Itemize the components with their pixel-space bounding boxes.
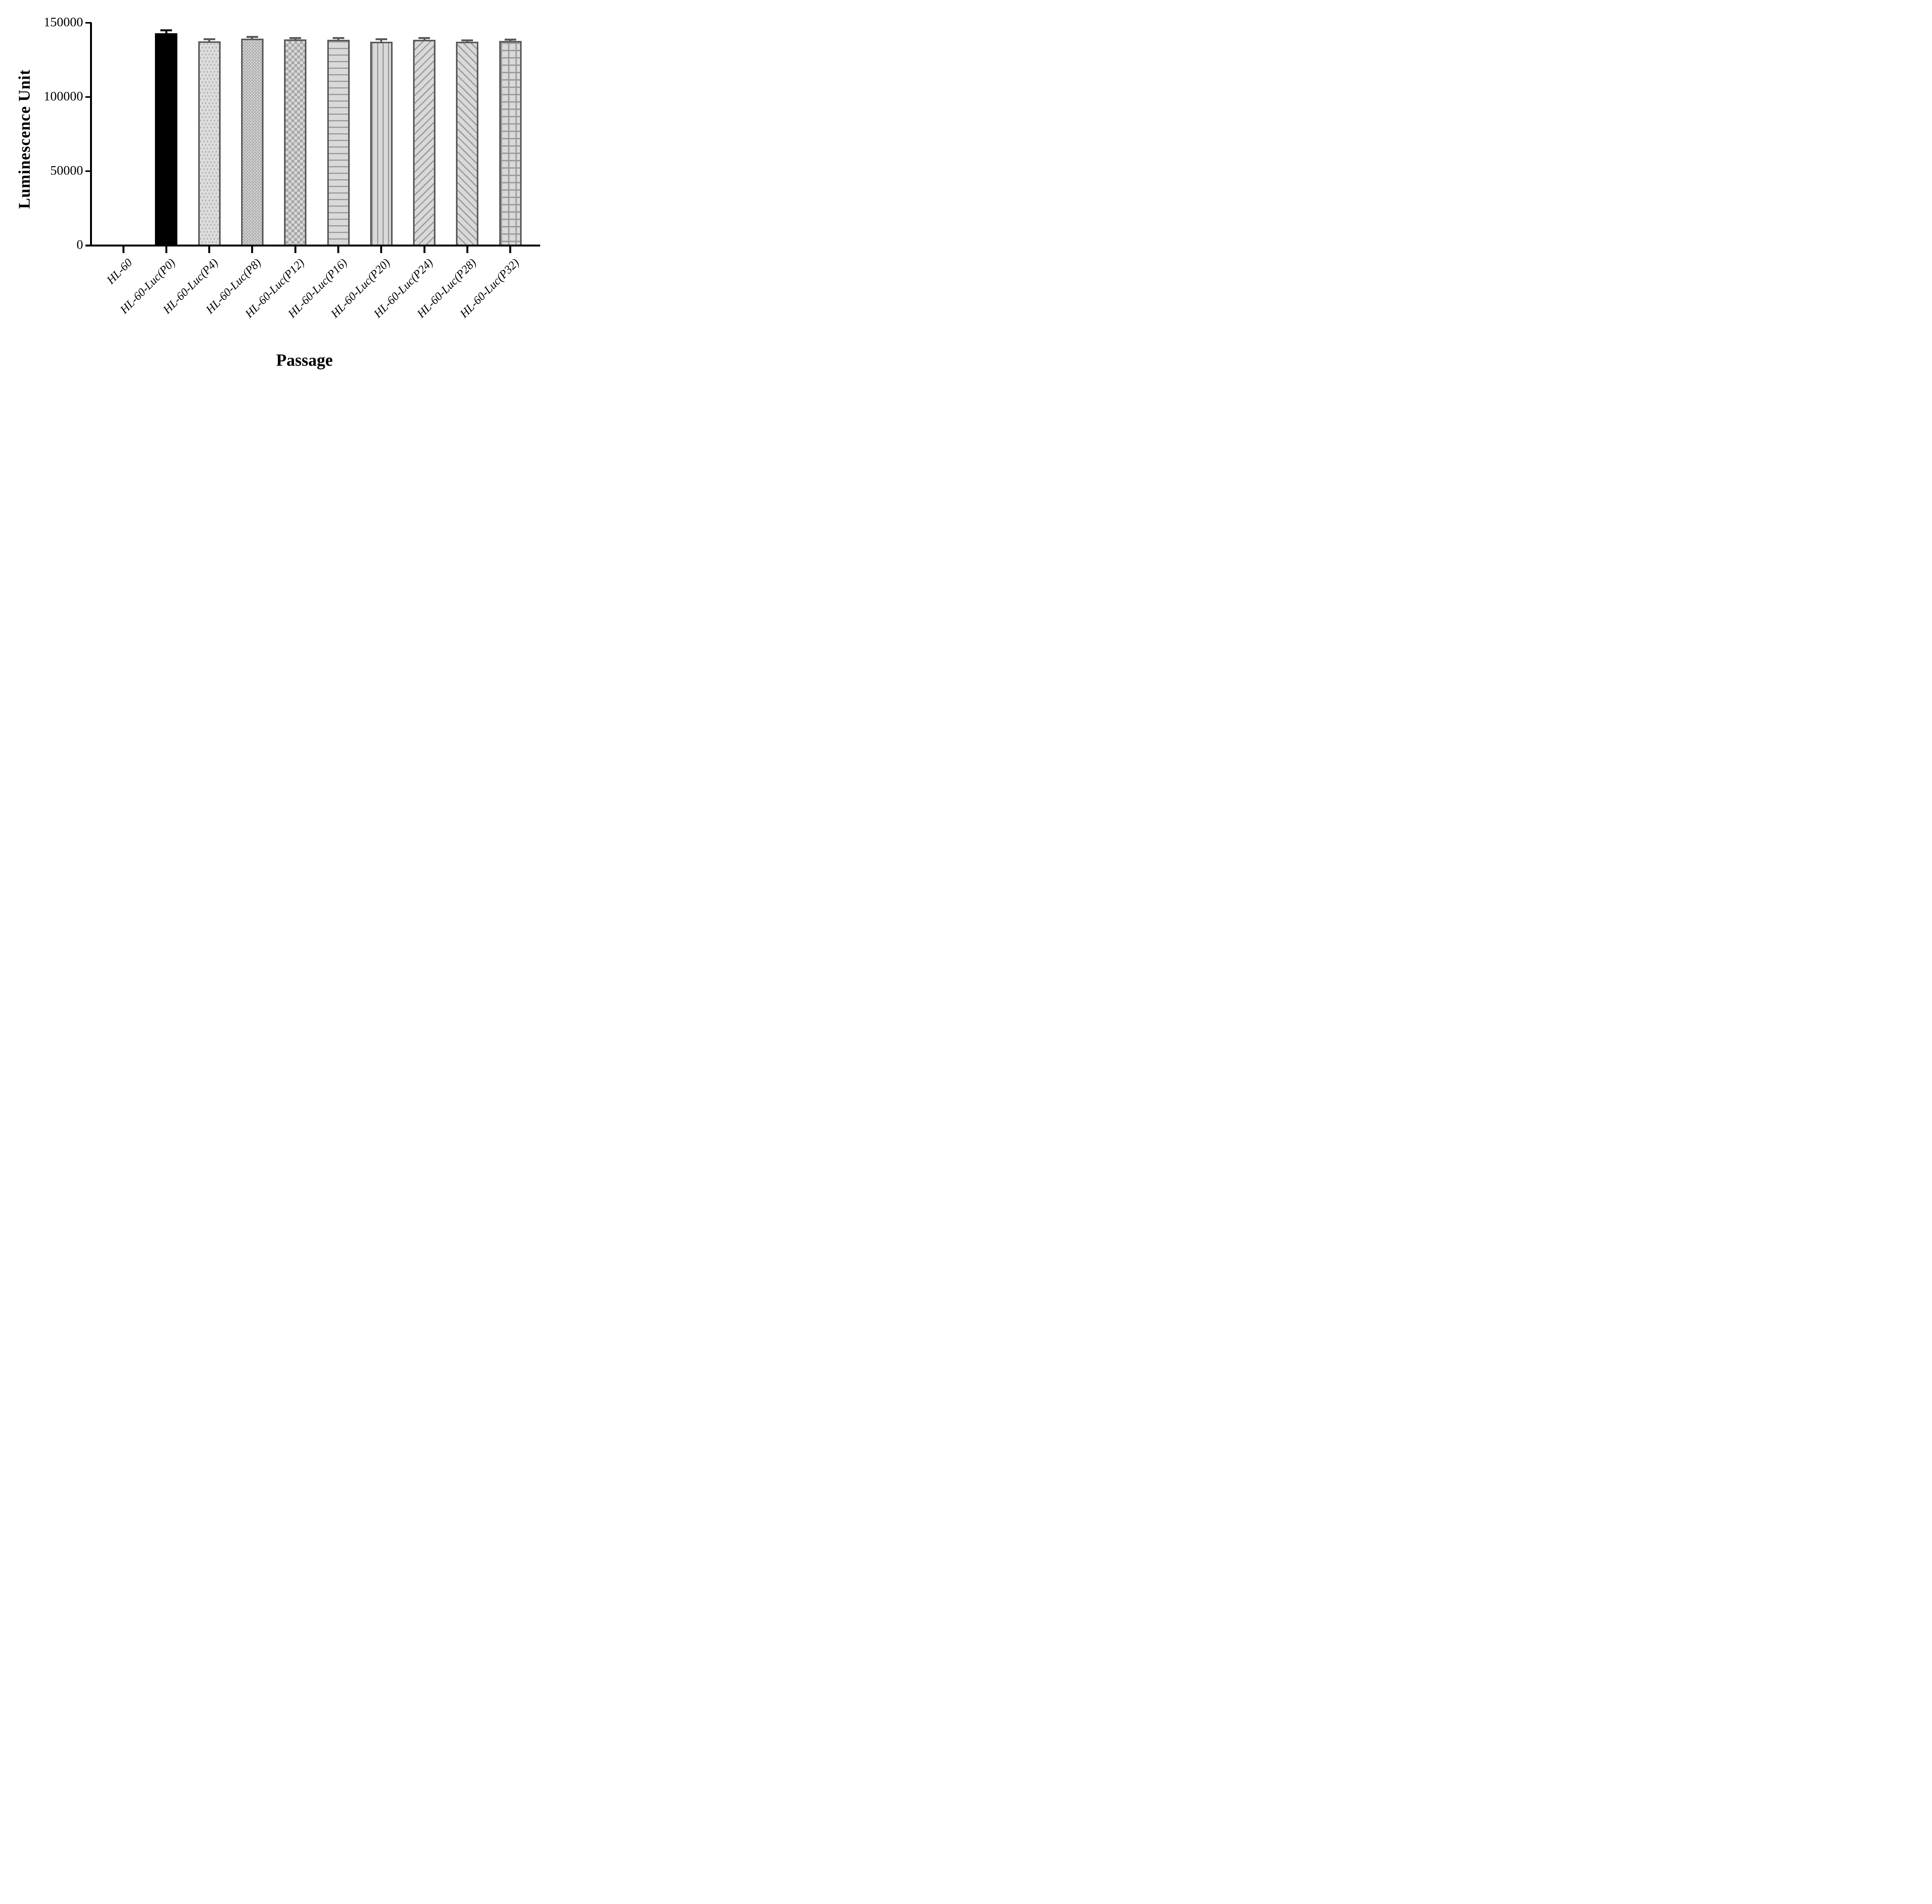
error-bar-cap <box>203 38 215 41</box>
x-tick <box>380 246 383 253</box>
x-tick <box>509 246 512 253</box>
error-bar-stem <box>165 31 167 34</box>
x-tick <box>466 246 468 253</box>
y-tick-label: 50000 <box>50 163 83 178</box>
x-tick-label: HL-60 <box>104 256 135 287</box>
y-tick-label: 100000 <box>44 89 83 104</box>
error-bar-stem <box>423 39 425 41</box>
error-bar-stem <box>466 41 468 43</box>
x-tick <box>208 246 211 253</box>
error-bar-cap <box>504 39 516 41</box>
bar <box>413 39 436 246</box>
error-bar-cap <box>289 37 301 39</box>
x-tick <box>165 246 167 253</box>
bar <box>155 33 178 246</box>
error-bar-stem <box>294 38 296 41</box>
bar <box>370 41 393 246</box>
bar <box>241 39 264 246</box>
bar-chart-figure: Luminescence Unit Passage 0 50000 100000 15… <box>0 0 557 381</box>
error-bar-cap <box>461 39 473 41</box>
x-tick <box>337 246 339 253</box>
error-bar-stem <box>380 39 383 43</box>
y-tick-label: 150000 <box>44 15 83 29</box>
error-bar-cap <box>160 29 172 32</box>
error-bar-stem <box>251 37 253 40</box>
y-tick <box>85 170 92 172</box>
error-bar-stem <box>208 40 211 42</box>
x-axis-title: Passage <box>276 350 333 370</box>
bar <box>284 39 307 246</box>
bar <box>198 41 221 246</box>
y-tick-label: 0 <box>77 238 83 252</box>
x-axis-line <box>85 245 540 246</box>
error-bar-stem <box>509 40 512 42</box>
error-bar-cap <box>375 38 387 40</box>
error-bar-stem <box>337 38 339 41</box>
bar <box>499 41 522 246</box>
bar <box>327 40 350 246</box>
x-tick <box>251 246 253 253</box>
error-bar-cap <box>332 37 344 39</box>
y-axis-line <box>90 23 92 246</box>
x-tick <box>294 246 296 253</box>
y-tick <box>85 96 92 98</box>
bar <box>456 42 479 246</box>
x-tick <box>423 246 425 253</box>
y-tick <box>85 22 92 24</box>
error-bar-cap <box>418 37 430 39</box>
x-tick <box>122 246 124 253</box>
error-bar-cap <box>246 36 258 38</box>
